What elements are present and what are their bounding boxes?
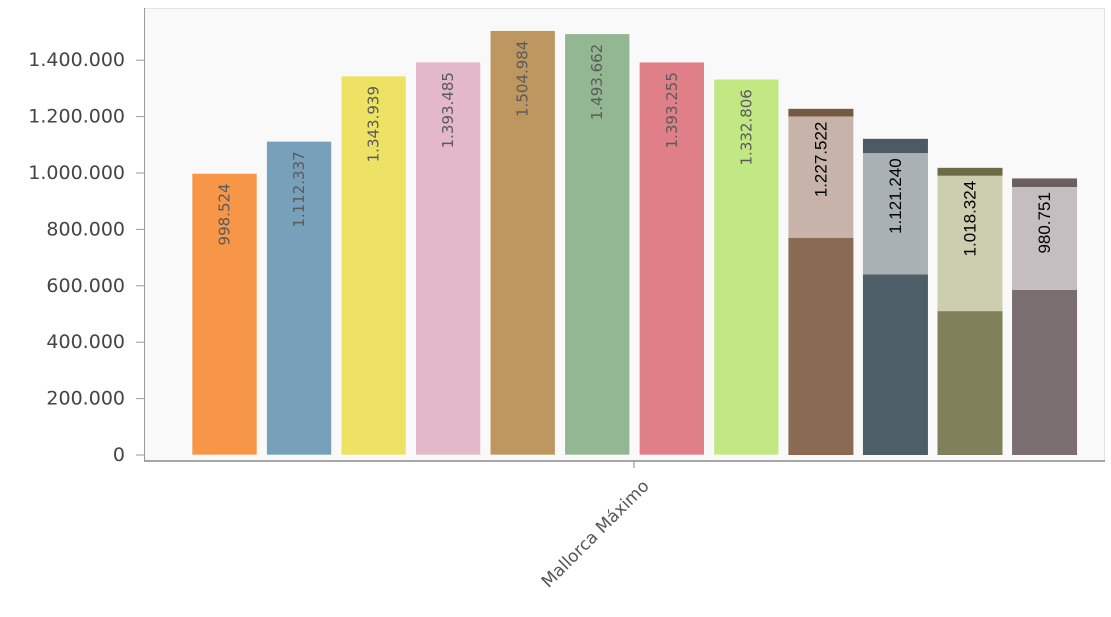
bar[interactable] — [415, 61, 481, 456]
y-tick-label: 0 — [113, 444, 125, 466]
y-tick-label: 1.200.000 — [28, 106, 125, 128]
y-tick-label: 400.000 — [46, 331, 125, 353]
y-tick-label: 1.000.000 — [28, 162, 125, 184]
bar-value-label: 1.332.806 — [737, 89, 755, 165]
bar[interactable] — [1012, 290, 1078, 455]
bar[interactable] — [713, 78, 780, 456]
x-axis-categories: Mallorca Máximo — [538, 461, 654, 592]
bar-label-box — [788, 116, 854, 238]
bar[interactable] — [340, 75, 407, 456]
bar-value-label: 998.524 — [216, 183, 234, 245]
bar-value-label: 1.227.522 — [811, 122, 830, 198]
bar[interactable] — [191, 173, 258, 456]
bar-value-label: 1.343.939 — [365, 86, 383, 162]
bars-group: 998.524 1.112.337 1.343.939 1.393.485 1.504.… — [191, 30, 1078, 456]
y-tick-label: 200.000 — [46, 388, 125, 410]
bar-label-box — [1012, 187, 1078, 291]
bar-value-label: 1.112.337 — [290, 151, 308, 227]
bar-cap — [862, 138, 928, 154]
bar[interactable] — [564, 33, 631, 456]
bar-value-label: 1.018.324 — [961, 181, 980, 257]
bar-cap — [1012, 178, 1078, 188]
bar-cap — [937, 167, 1003, 176]
bar-value-label: 1.393.485 — [439, 72, 457, 148]
x-category-label: Mallorca Máximo — [538, 476, 654, 592]
bar[interactable] — [937, 311, 1003, 455]
bar-label-box — [862, 153, 928, 275]
bar-value-label: 1.493.662 — [588, 44, 606, 120]
bar[interactable] — [638, 61, 705, 456]
bar-value-label: 1.504.984 — [514, 41, 532, 117]
bar-label-box — [937, 175, 1003, 312]
bar[interactable] — [489, 30, 556, 456]
bar[interactable] — [266, 141, 332, 456]
y-axis-ticks: 0 200.000 400.000 600.000 800.000 1.000.000 1.… — [28, 49, 144, 466]
bar-cap — [788, 108, 854, 117]
bar[interactable] — [862, 274, 928, 455]
bar-value-label: 1.121.240 — [886, 158, 905, 234]
bar-value-label: 1.393.255 — [663, 72, 681, 148]
y-tick-label: 1.400.000 — [28, 49, 125, 71]
y-tick-label: 800.000 — [46, 218, 125, 240]
bar-value-label: 980.751 — [1035, 192, 1054, 253]
y-tick-label: 600.000 — [46, 275, 125, 297]
bar[interactable] — [788, 237, 854, 455]
